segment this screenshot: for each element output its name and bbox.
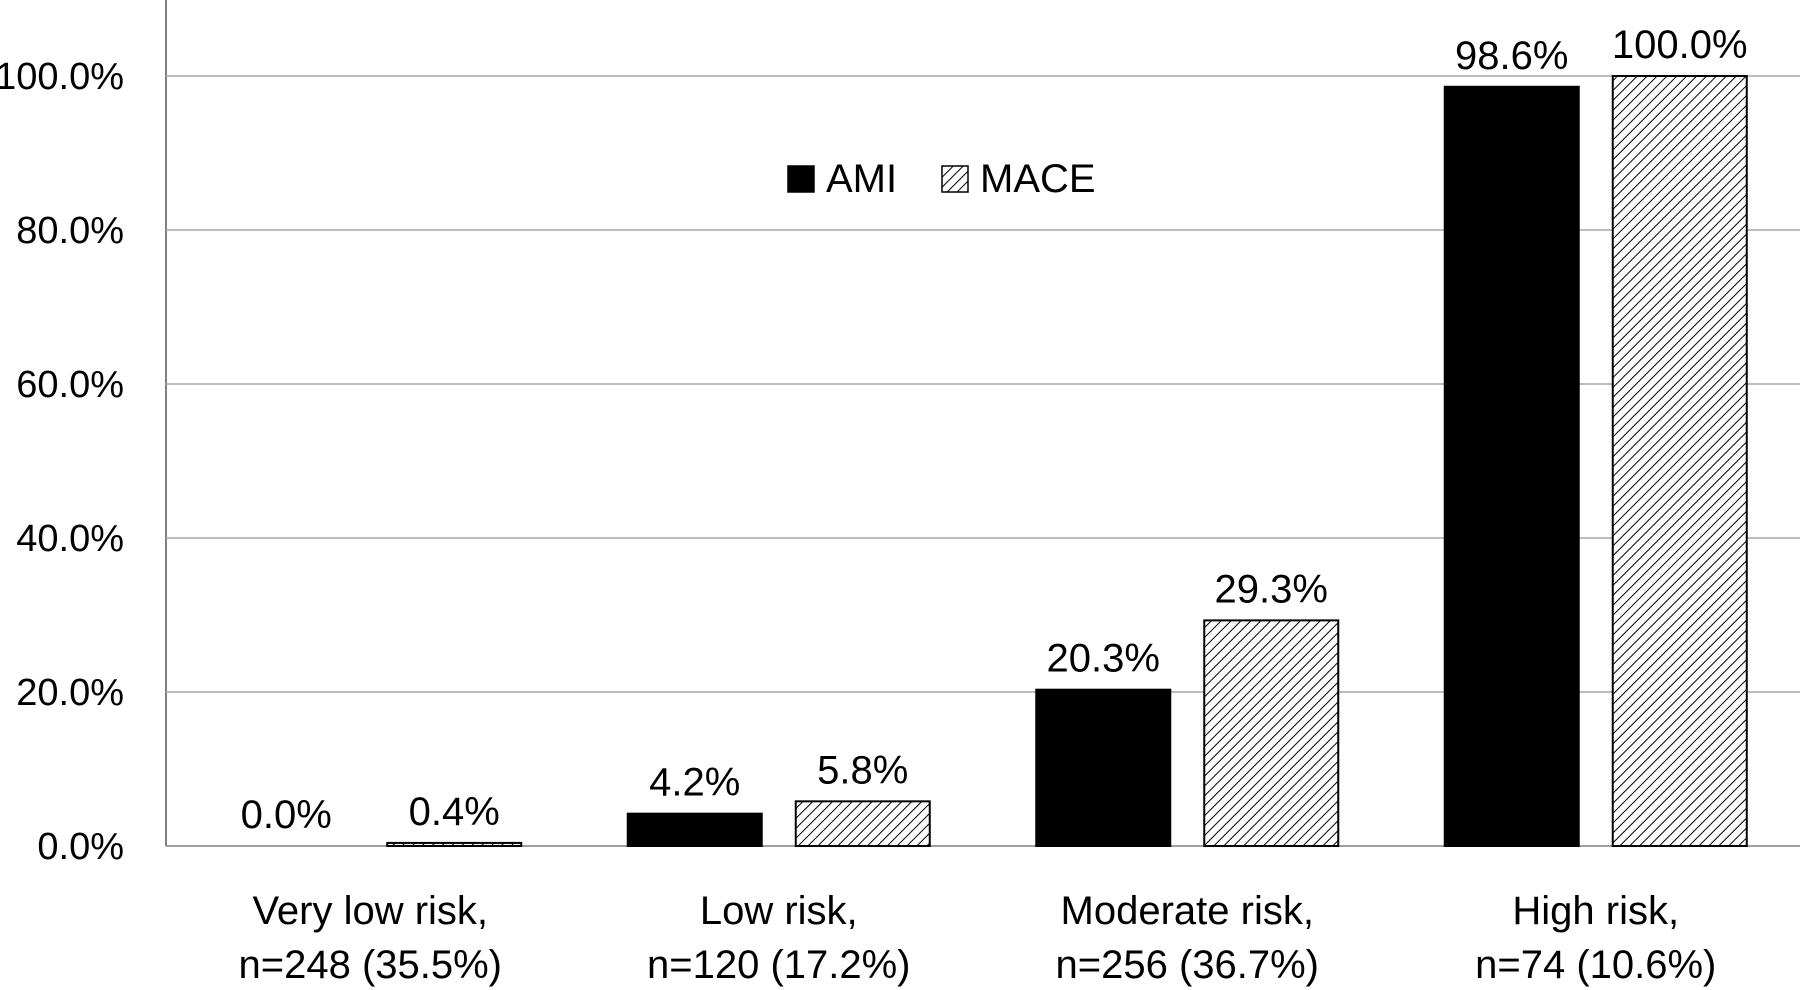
data-label-ami: 4.2% bbox=[649, 761, 740, 805]
y-tick-label: 20.0% bbox=[16, 672, 124, 714]
y-tick-label: 40.0% bbox=[16, 518, 124, 560]
legend-swatch-ami bbox=[787, 165, 815, 193]
bar-mace-4 bbox=[1611, 75, 1748, 847]
category-label: High risk, bbox=[1512, 889, 1679, 933]
data-label-mace: 0.4% bbox=[409, 790, 500, 834]
y-tick-label: 100.0% bbox=[0, 56, 124, 98]
legend-swatch-mace bbox=[941, 165, 969, 193]
data-label-mace: 29.3% bbox=[1215, 567, 1328, 611]
data-label-ami: 0.0% bbox=[241, 793, 332, 837]
data-labels: 0.0% 0.4% 4.2% 5.8% 20.3% 29.3% 98.6% 100.0% bbox=[241, 23, 1748, 837]
y-tick-label: 80.0% bbox=[16, 210, 124, 252]
category-label: Very low risk, bbox=[252, 889, 488, 933]
category-label: n=256 (36.7%) bbox=[1055, 943, 1319, 987]
y-axis-tick-labels: 0.0% 20.0% 40.0% 60.0% 80.0% 100.0% bbox=[0, 56, 124, 868]
data-label-mace: 100.0% bbox=[1612, 23, 1748, 67]
y-tick-label: 60.0% bbox=[16, 364, 124, 406]
bar-mace-3 bbox=[1203, 619, 1340, 848]
category-label: n=248 (35.5%) bbox=[238, 943, 502, 987]
category-label: n=120 (17.2%) bbox=[647, 943, 911, 987]
x-axis-category-labels: Very low risk, n=248 (35.5%) Low risk, n=12… bbox=[238, 889, 1716, 987]
legend: AMI MACE bbox=[787, 157, 1096, 201]
bar-ami-4 bbox=[1443, 85, 1580, 847]
bar-ami-3 bbox=[1035, 688, 1172, 847]
y-tick-label: 0.0% bbox=[37, 826, 124, 868]
legend-label-ami: AMI bbox=[826, 157, 897, 201]
bar-mace-2 bbox=[794, 800, 931, 848]
category-label: Low risk, bbox=[700, 889, 858, 933]
bar-ami-2 bbox=[626, 812, 763, 847]
data-label-ami: 20.3% bbox=[1047, 637, 1160, 681]
category-label: n=74 (10.6%) bbox=[1475, 943, 1716, 987]
category-label: Moderate risk, bbox=[1061, 889, 1314, 933]
bars bbox=[386, 75, 1748, 848]
bar-mace-1 bbox=[386, 841, 523, 847]
data-label-mace: 5.8% bbox=[817, 748, 908, 792]
legend-label-mace: MACE bbox=[980, 157, 1096, 201]
data-label-ami: 98.6% bbox=[1455, 34, 1568, 78]
